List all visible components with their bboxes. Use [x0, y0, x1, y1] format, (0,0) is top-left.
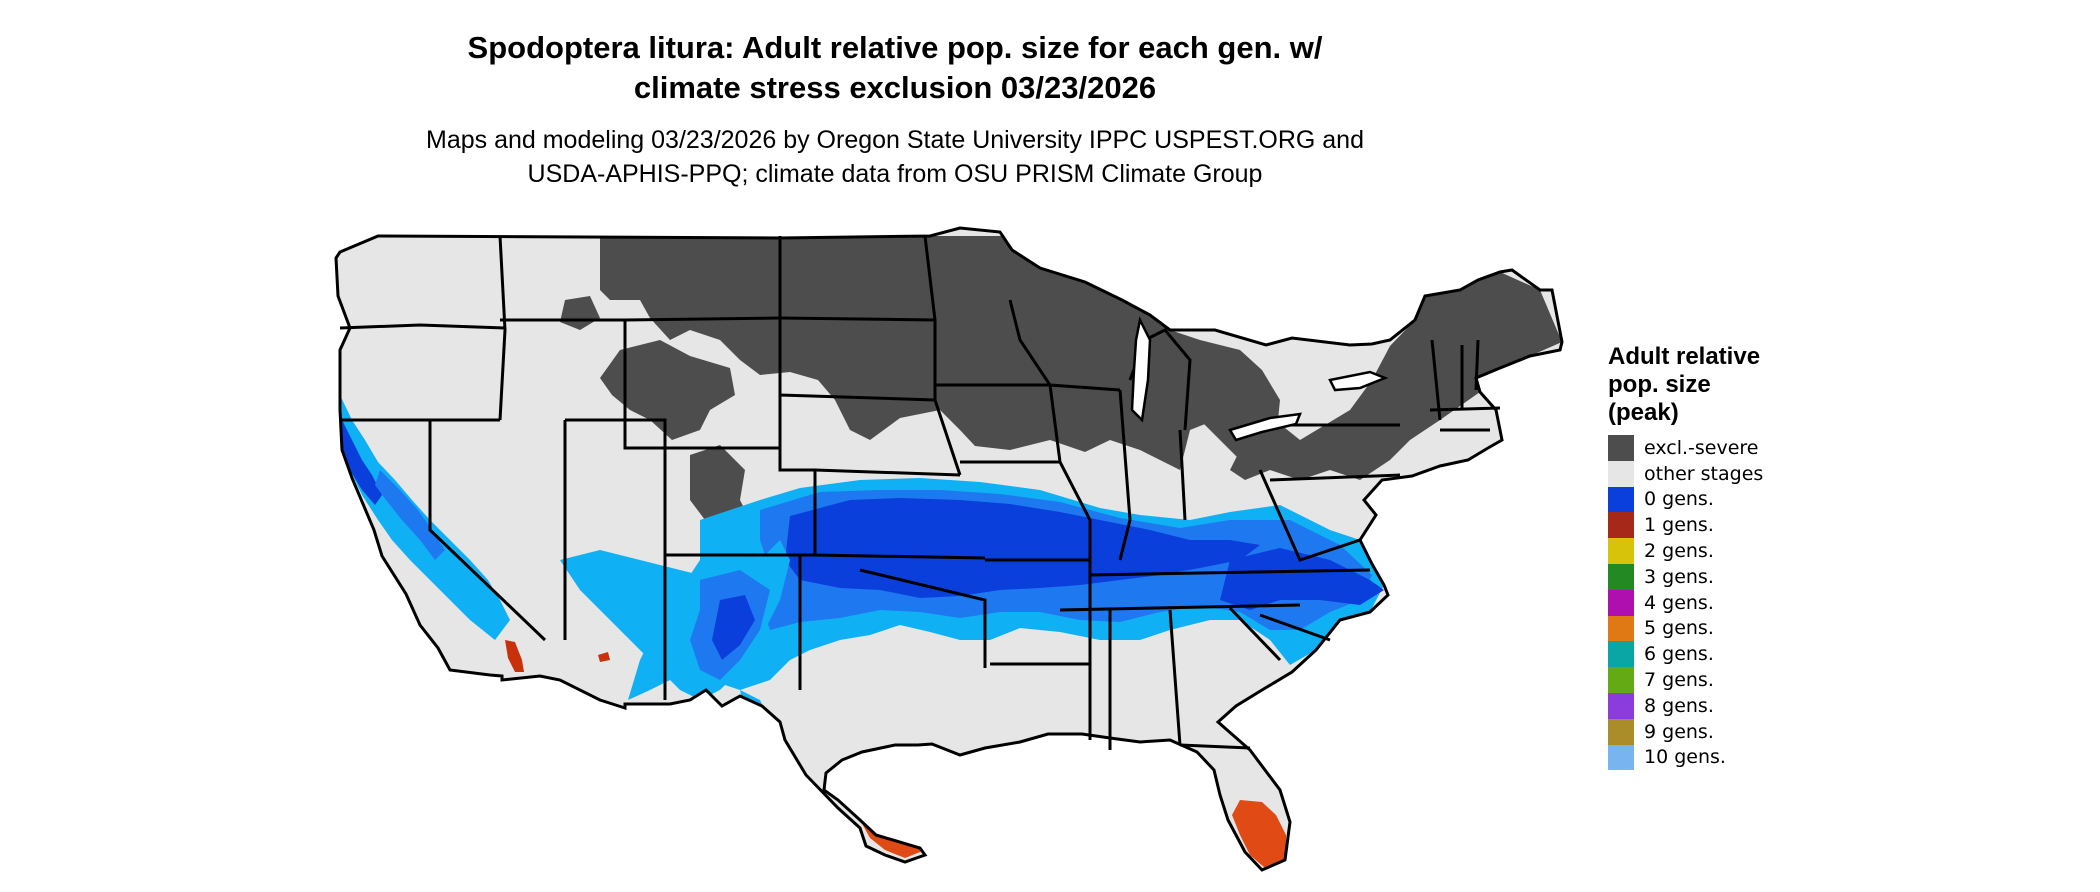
border-dakotas-west: [778, 236, 817, 555]
legend-item: 3 gens.: [1608, 563, 1868, 590]
border-ga-sc: [1228, 606, 1282, 662]
border-al-ga: [1168, 609, 1182, 746]
legend-swatch: [1608, 667, 1634, 693]
map-subtitle: Maps and modeling 03/23/2026 by Oregon S…: [0, 123, 1790, 191]
legend-title-line-2: pop. size: [1608, 371, 1711, 398]
legend-label: other stages: [1644, 462, 1764, 485]
blue-dark-nm-core: [712, 595, 755, 660]
legend-title-line-1: Adult relative: [1608, 343, 1761, 370]
border-tn-south: [1059, 603, 1301, 612]
legend-item: 2 gens.: [1608, 538, 1868, 564]
legend-swatch: [1608, 641, 1634, 668]
legend-swatch: [1608, 538, 1634, 564]
legend-swatch: [1608, 589, 1634, 616]
legend-label: 5 gens.: [1644, 617, 1714, 640]
legend-item: other stages: [1608, 460, 1868, 487]
border-ut-co: [565, 418, 667, 555]
map-fill-regions: [340, 236, 1562, 868]
legend-label: 8 gens.: [1644, 694, 1714, 717]
legend-swatch: [1608, 460, 1634, 487]
legend-label: 6 gens.: [1644, 643, 1714, 666]
blue-dark-southeast: [1220, 548, 1384, 610]
legend-swatch: [1608, 615, 1634, 642]
legend-swatch: [1608, 744, 1634, 771]
border-pa-south: [1269, 473, 1401, 482]
border-ma: [1429, 406, 1501, 412]
legend-item: excl.-severe: [1608, 435, 1868, 461]
border-wi-il: [1008, 299, 1121, 392]
legend-label: 0 gens.: [1644, 488, 1714, 511]
legend-item: 4 gens.: [1608, 589, 1868, 616]
blue-dark-california-coast: [342, 420, 382, 505]
legend-label: excl.-severe: [1644, 436, 1759, 459]
excluded-northeast: [1230, 272, 1562, 480]
legend-item: 5 gens.: [1608, 615, 1868, 642]
title-line-1: Spodoptera litura: Adult relative pop. s…: [467, 30, 1323, 65]
border-il-in: [1118, 389, 1132, 561]
border-nh-me: [1474, 339, 1480, 391]
legend-swatch: [1608, 435, 1634, 461]
blue-mid-california-valley: [375, 470, 445, 560]
excluded-great-lakes: [1020, 296, 1280, 470]
border-wy-co: [623, 320, 780, 450]
legend-swatch: [1608, 563, 1634, 590]
legend-label: 3 gens.: [1644, 565, 1714, 588]
state-borders: [334, 226, 1564, 872]
map-title: Spodoptera litura: Adult relative pop. s…: [0, 28, 1790, 108]
red-arizona-spot: [598, 652, 610, 662]
border-mississippi: [1048, 384, 1092, 740]
legend-item: 9 gens.: [1608, 718, 1868, 745]
border-wa-or: [339, 323, 506, 330]
border-in-oh: [1178, 429, 1187, 521]
border-nd-sd: [779, 316, 936, 322]
legend-label: 4 gens.: [1644, 591, 1714, 614]
subtitle-line-1: Maps and modeling 03/23/2026 by Oregon S…: [426, 126, 1364, 154]
border-ga-fl: [1179, 743, 1251, 750]
border-ny-vt: [1430, 339, 1442, 421]
legend-items: excl.-severe other stages 0 gens. 1 gens. 2 …: [1608, 435, 1868, 771]
border-mn-west: [923, 235, 962, 476]
border-ky-tn: [1089, 568, 1371, 577]
map-legend: Adult relative pop. size (peak) excl.-se…: [1608, 343, 1868, 771]
border-ne-ks: [814, 468, 961, 477]
border-ok-tx: [859, 568, 987, 668]
lake-erie: [1228, 412, 1302, 442]
lake-michigan: [1130, 316, 1152, 423]
legend-label: 2 gens.: [1644, 540, 1714, 563]
border-ca-nv: [428, 420, 547, 642]
legend-title: Adult relative pop. size (peak): [1608, 343, 1868, 427]
legend-item: 6 gens.: [1608, 641, 1868, 668]
legend-swatch: [1608, 486, 1634, 513]
red-south-florida: [1232, 800, 1286, 868]
blue-light-california: [340, 395, 510, 640]
legend-label: 9 gens.: [1644, 720, 1714, 743]
border-nc-sc: [1259, 613, 1331, 642]
subtitle-line-2: USDA-APHIS-PPQ; climate data from OSU PR…: [527, 160, 1263, 188]
border-ks-ok: [814, 553, 986, 560]
legend-swatch: [1608, 718, 1634, 745]
border-va-wv: [1258, 469, 1361, 562]
border-id-mt: [498, 235, 507, 421]
excluded-rockies-wyoming: [600, 340, 735, 440]
legend-item: 0 gens.: [1608, 486, 1868, 513]
lake-ontario: [1328, 370, 1389, 392]
legend-label: 10 gens.: [1644, 746, 1726, 769]
legend-title-line-3: (peak): [1608, 399, 1679, 426]
legend-label: 7 gens.: [1644, 669, 1714, 692]
legend-item: 7 gens.: [1608, 667, 1868, 693]
legend-label: 1 gens.: [1644, 514, 1714, 537]
legend-item: 10 gens.: [1608, 744, 1868, 771]
legend-swatch: [1608, 692, 1634, 719]
legend-swatch: [1608, 512, 1634, 539]
great-lakes: [1130, 316, 1389, 442]
excluded-northern-plains: [600, 236, 1250, 470]
red-baja-border: [505, 640, 524, 672]
legend-item: 8 gens.: [1608, 692, 1868, 719]
legend-item: 1 gens.: [1608, 512, 1868, 539]
border-sd-ne: [779, 393, 936, 402]
title-line-2: climate stress exclusion 03/23/2026: [633, 70, 1157, 105]
